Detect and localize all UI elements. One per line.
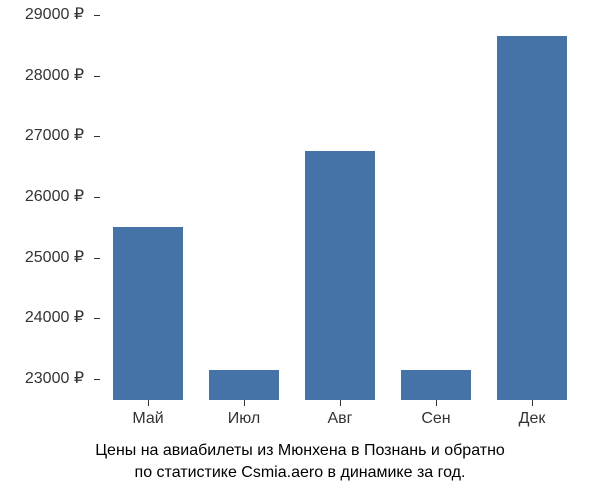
x-tick-mark (532, 400, 533, 406)
chart-caption: Цены на авиабилеты из Мюнхена в Познань … (0, 440, 600, 483)
x-tick-label: Май (132, 410, 163, 428)
bar (497, 36, 566, 400)
y-tick-mark (94, 318, 100, 319)
bar (209, 370, 278, 400)
caption-line-2: по статистике Csmia.aero в динамике за г… (135, 464, 466, 481)
y-tick-label: 27000 ₽ (0, 128, 100, 144)
price-chart: 23000 ₽ 24000 ₽ 25000 ₽ 26000 ₽ 27000 ₽ 28000… (0, 0, 600, 500)
y-tick-label: 24000 ₽ (0, 310, 100, 326)
x-tick-mark (436, 400, 437, 406)
x-tick-mark (244, 400, 245, 406)
x-tick-label: Авг (327, 410, 352, 428)
y-tick-label: 26000 ₽ (0, 189, 100, 205)
y-tick-mark (94, 379, 100, 380)
x-tick-label: Дек (519, 410, 546, 428)
x-tick-label: Июл (228, 410, 260, 428)
x-tick-mark (148, 400, 149, 406)
y-tick-label: 23000 ₽ (0, 371, 100, 387)
y-tick-mark (94, 197, 100, 198)
plot-area (100, 15, 580, 400)
bar (305, 151, 374, 400)
bar (113, 227, 182, 400)
caption-line-1: Цены на авиабилеты из Мюнхена в Познань … (95, 442, 505, 459)
y-tick-mark (94, 76, 100, 77)
bar (401, 370, 470, 400)
y-tick-label: 25000 ₽ (0, 250, 100, 266)
x-tick-mark (340, 400, 341, 406)
y-tick-label: 29000 ₽ (0, 7, 100, 23)
y-tick-mark (94, 258, 100, 259)
y-tick-label: 28000 ₽ (0, 68, 100, 84)
x-tick-label: Сен (421, 410, 450, 428)
y-tick-mark (94, 136, 100, 137)
y-tick-mark (94, 15, 100, 16)
